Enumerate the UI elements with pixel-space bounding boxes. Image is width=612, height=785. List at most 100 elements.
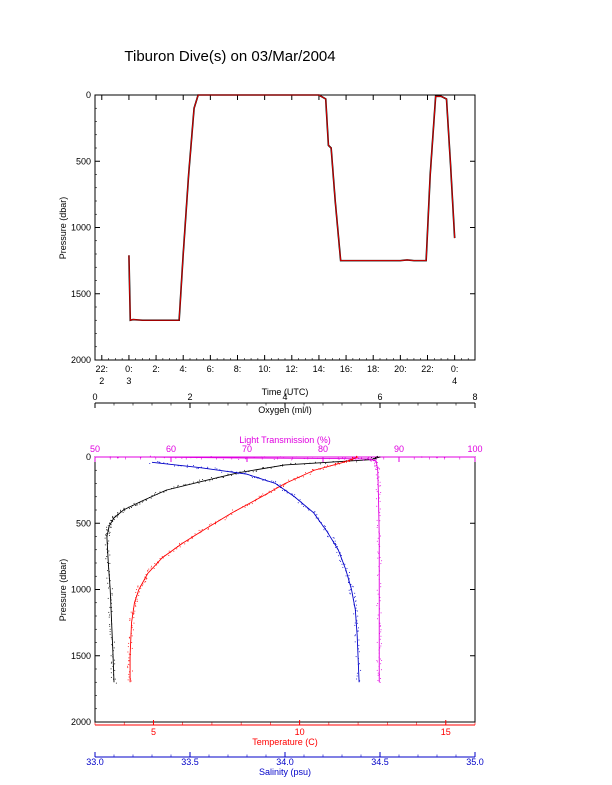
temperature-point	[170, 551, 172, 553]
salinity-point	[286, 490, 288, 492]
temperature-point	[176, 548, 178, 550]
oxygen-point	[110, 526, 112, 528]
temperature-point	[131, 612, 133, 614]
salinity-point	[237, 473, 239, 475]
page-title: Tiburon Dive(s) on 03/Mar/2004	[124, 48, 336, 65]
transmission-point	[380, 629, 382, 631]
temperature-point	[132, 608, 134, 610]
salinity-point	[334, 543, 336, 545]
x-tick-label: 0:	[125, 364, 133, 374]
transmission-point	[253, 457, 255, 459]
temperature-point	[352, 459, 354, 461]
temperature-point	[179, 546, 181, 548]
x-tick-label: 3	[126, 376, 131, 386]
salinity-point	[348, 580, 350, 582]
temperature-point	[215, 523, 217, 525]
oxygen-point	[114, 663, 116, 665]
salinity-point	[354, 634, 356, 636]
transmission-point	[379, 681, 381, 683]
temperature-point	[153, 567, 155, 569]
salinity-point	[177, 465, 179, 467]
transmission-point	[370, 457, 372, 459]
oxygen-point	[261, 467, 263, 469]
transmission-point	[362, 459, 364, 461]
transmission-point	[376, 660, 378, 662]
oxygen-point	[111, 623, 113, 625]
oxygen-point	[332, 460, 334, 462]
temperature-point	[137, 591, 139, 593]
temperature-point	[148, 568, 150, 570]
oxygen-point	[376, 456, 378, 458]
temperature-point	[255, 500, 257, 502]
salinity-point	[357, 663, 359, 665]
transmission-point	[380, 535, 382, 537]
salinity-point	[332, 537, 334, 539]
transmission-point	[378, 578, 380, 580]
oxygen-point	[109, 554, 111, 556]
oxygen-point	[111, 619, 113, 621]
transmission-point	[376, 477, 378, 479]
transmission-point	[181, 457, 183, 459]
temperature-tick-label: 5	[151, 727, 156, 737]
y-tick-label: 1000	[71, 585, 91, 595]
salinity-point	[266, 480, 268, 482]
transmission-point	[376, 498, 378, 500]
salinity-point	[216, 468, 218, 470]
transmission-point	[378, 497, 380, 499]
temperature-point	[234, 510, 236, 512]
transmission-point	[368, 456, 370, 458]
oxygen-point	[110, 662, 112, 664]
salinity-point	[196, 468, 198, 470]
transmission-point	[375, 461, 377, 463]
transmission-point	[380, 612, 382, 614]
salinity-point	[186, 466, 188, 468]
temperature-point	[144, 581, 146, 583]
temperature-point	[356, 456, 358, 458]
temperature-point	[258, 495, 260, 497]
oxygen-point	[110, 597, 112, 599]
transmission-point	[379, 556, 381, 558]
transmission-point	[379, 512, 381, 514]
salinity-point	[339, 552, 341, 554]
temperature-point	[235, 510, 237, 512]
temperature-point	[301, 475, 303, 477]
salinity-point	[256, 477, 258, 479]
transmission-point	[245, 458, 247, 460]
oxygen-point	[204, 480, 206, 482]
temperature-point	[128, 642, 130, 644]
oxygen-point	[244, 469, 246, 471]
x-tick-label: 18:	[367, 364, 380, 374]
transmission-tick-label: 50	[90, 444, 100, 454]
transmission-point	[322, 457, 324, 459]
temperature-point	[251, 503, 253, 505]
salinity-point	[354, 592, 356, 594]
transmission-point	[380, 492, 382, 494]
temperature-point	[133, 613, 135, 615]
oxygen-tick-label: 4	[282, 392, 287, 402]
temperature-point	[200, 530, 202, 532]
oxygen-point	[106, 548, 108, 550]
transmission-point	[376, 519, 378, 521]
oxygen-point	[274, 466, 276, 468]
temperature-point	[145, 574, 147, 576]
transmission-point	[377, 525, 379, 527]
salinity-point	[336, 548, 338, 550]
temperature-tick-label: 10	[295, 727, 305, 737]
oxygen-point	[108, 530, 110, 532]
temperature-point	[192, 537, 194, 539]
temperature-point	[181, 542, 183, 544]
oxygen-point	[109, 526, 111, 528]
temperature-point	[283, 485, 285, 487]
salinity-point	[214, 467, 216, 469]
oxygen-point	[211, 479, 213, 481]
temperature-point	[330, 465, 332, 467]
salinity-point	[353, 603, 355, 605]
salinity-point	[314, 511, 316, 513]
oxygen-point	[177, 484, 179, 486]
salinity-point	[357, 615, 359, 617]
salinity-point	[355, 607, 357, 609]
temperature-point	[140, 585, 142, 587]
salinity-point	[356, 675, 358, 677]
temperature-point	[187, 540, 189, 542]
oxygen-point	[150, 497, 152, 499]
